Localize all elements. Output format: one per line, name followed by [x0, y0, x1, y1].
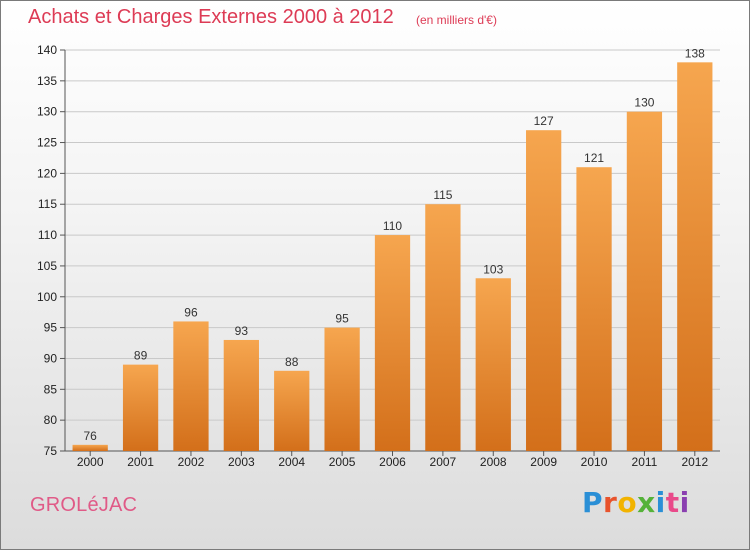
data-label: 89 — [134, 349, 148, 363]
chart-title: Achats et Charges Externes 2000 à 2012 — [28, 6, 394, 28]
x-tick-label: 2003 — [228, 455, 255, 469]
chart-subtitle: (en milliers d'€) — [416, 13, 497, 27]
bar — [626, 111, 663, 451]
x-tick-label: 2010 — [581, 455, 608, 469]
data-label: 127 — [534, 114, 554, 128]
y-tick-label: 120 — [37, 166, 57, 180]
y-tick-label: 80 — [44, 413, 58, 427]
x-tick-label: 2012 — [681, 455, 708, 469]
y-tick-label: 105 — [37, 259, 57, 273]
data-label: 130 — [634, 96, 654, 110]
x-tick-label: 2002 — [178, 455, 205, 469]
logo-letter: P — [582, 486, 604, 519]
data-label: 103 — [483, 262, 503, 276]
x-tick-label: 2011 — [632, 455, 658, 469]
data-label: 96 — [184, 305, 198, 319]
logo-letter: i — [655, 486, 666, 519]
y-tick-label: 140 — [37, 43, 57, 57]
data-label: 121 — [584, 151, 604, 165]
x-tick-label: 2001 — [127, 455, 154, 469]
y-tick-label: 90 — [44, 351, 58, 365]
bar — [122, 364, 159, 451]
bar — [576, 167, 612, 451]
logo-letter: x — [637, 486, 656, 519]
data-label: 88 — [285, 355, 299, 369]
data-label: 138 — [685, 46, 705, 60]
logo-letter: o — [617, 486, 638, 519]
x-tick-label: 2008 — [480, 455, 507, 469]
logo-letter: t — [665, 486, 680, 519]
x-tick-label: 2000 — [77, 455, 104, 469]
x-tick-label: 2007 — [430, 455, 457, 469]
bar — [526, 130, 562, 451]
proxiti-logo[interactable]: Proxiti — [582, 486, 690, 519]
bar — [324, 327, 360, 451]
data-label: 110 — [383, 219, 402, 233]
bar — [677, 62, 713, 451]
y-tick-label: 110 — [38, 228, 57, 242]
bar — [475, 278, 511, 451]
data-label: 76 — [84, 429, 98, 443]
data-label: 115 — [433, 188, 452, 202]
data-label: 93 — [235, 324, 249, 338]
y-tick-label: 95 — [44, 321, 58, 335]
bar — [274, 370, 310, 451]
y-tick-label: 85 — [44, 382, 58, 396]
x-tick-label: 2009 — [530, 455, 557, 469]
logo-letter: r — [603, 486, 618, 519]
x-tick-label: 2006 — [379, 455, 406, 469]
location-name: GROLéJAC — [30, 494, 138, 516]
y-tick-label: 75 — [44, 444, 58, 458]
bar — [425, 204, 461, 451]
bar — [72, 444, 108, 451]
bar — [223, 339, 259, 451]
y-tick-label: 100 — [37, 290, 57, 304]
x-tick-label: 2004 — [278, 455, 305, 469]
x-tick-label: 2005 — [329, 455, 356, 469]
bar — [173, 321, 209, 451]
y-tick-label: 115 — [38, 197, 57, 211]
y-tick-label: 125 — [37, 136, 57, 150]
logo-letter: i — [679, 486, 690, 519]
bar — [374, 235, 411, 451]
y-tick-label: 135 — [37, 74, 57, 88]
y-tick-label: 130 — [37, 105, 57, 119]
data-label: 95 — [335, 312, 349, 326]
